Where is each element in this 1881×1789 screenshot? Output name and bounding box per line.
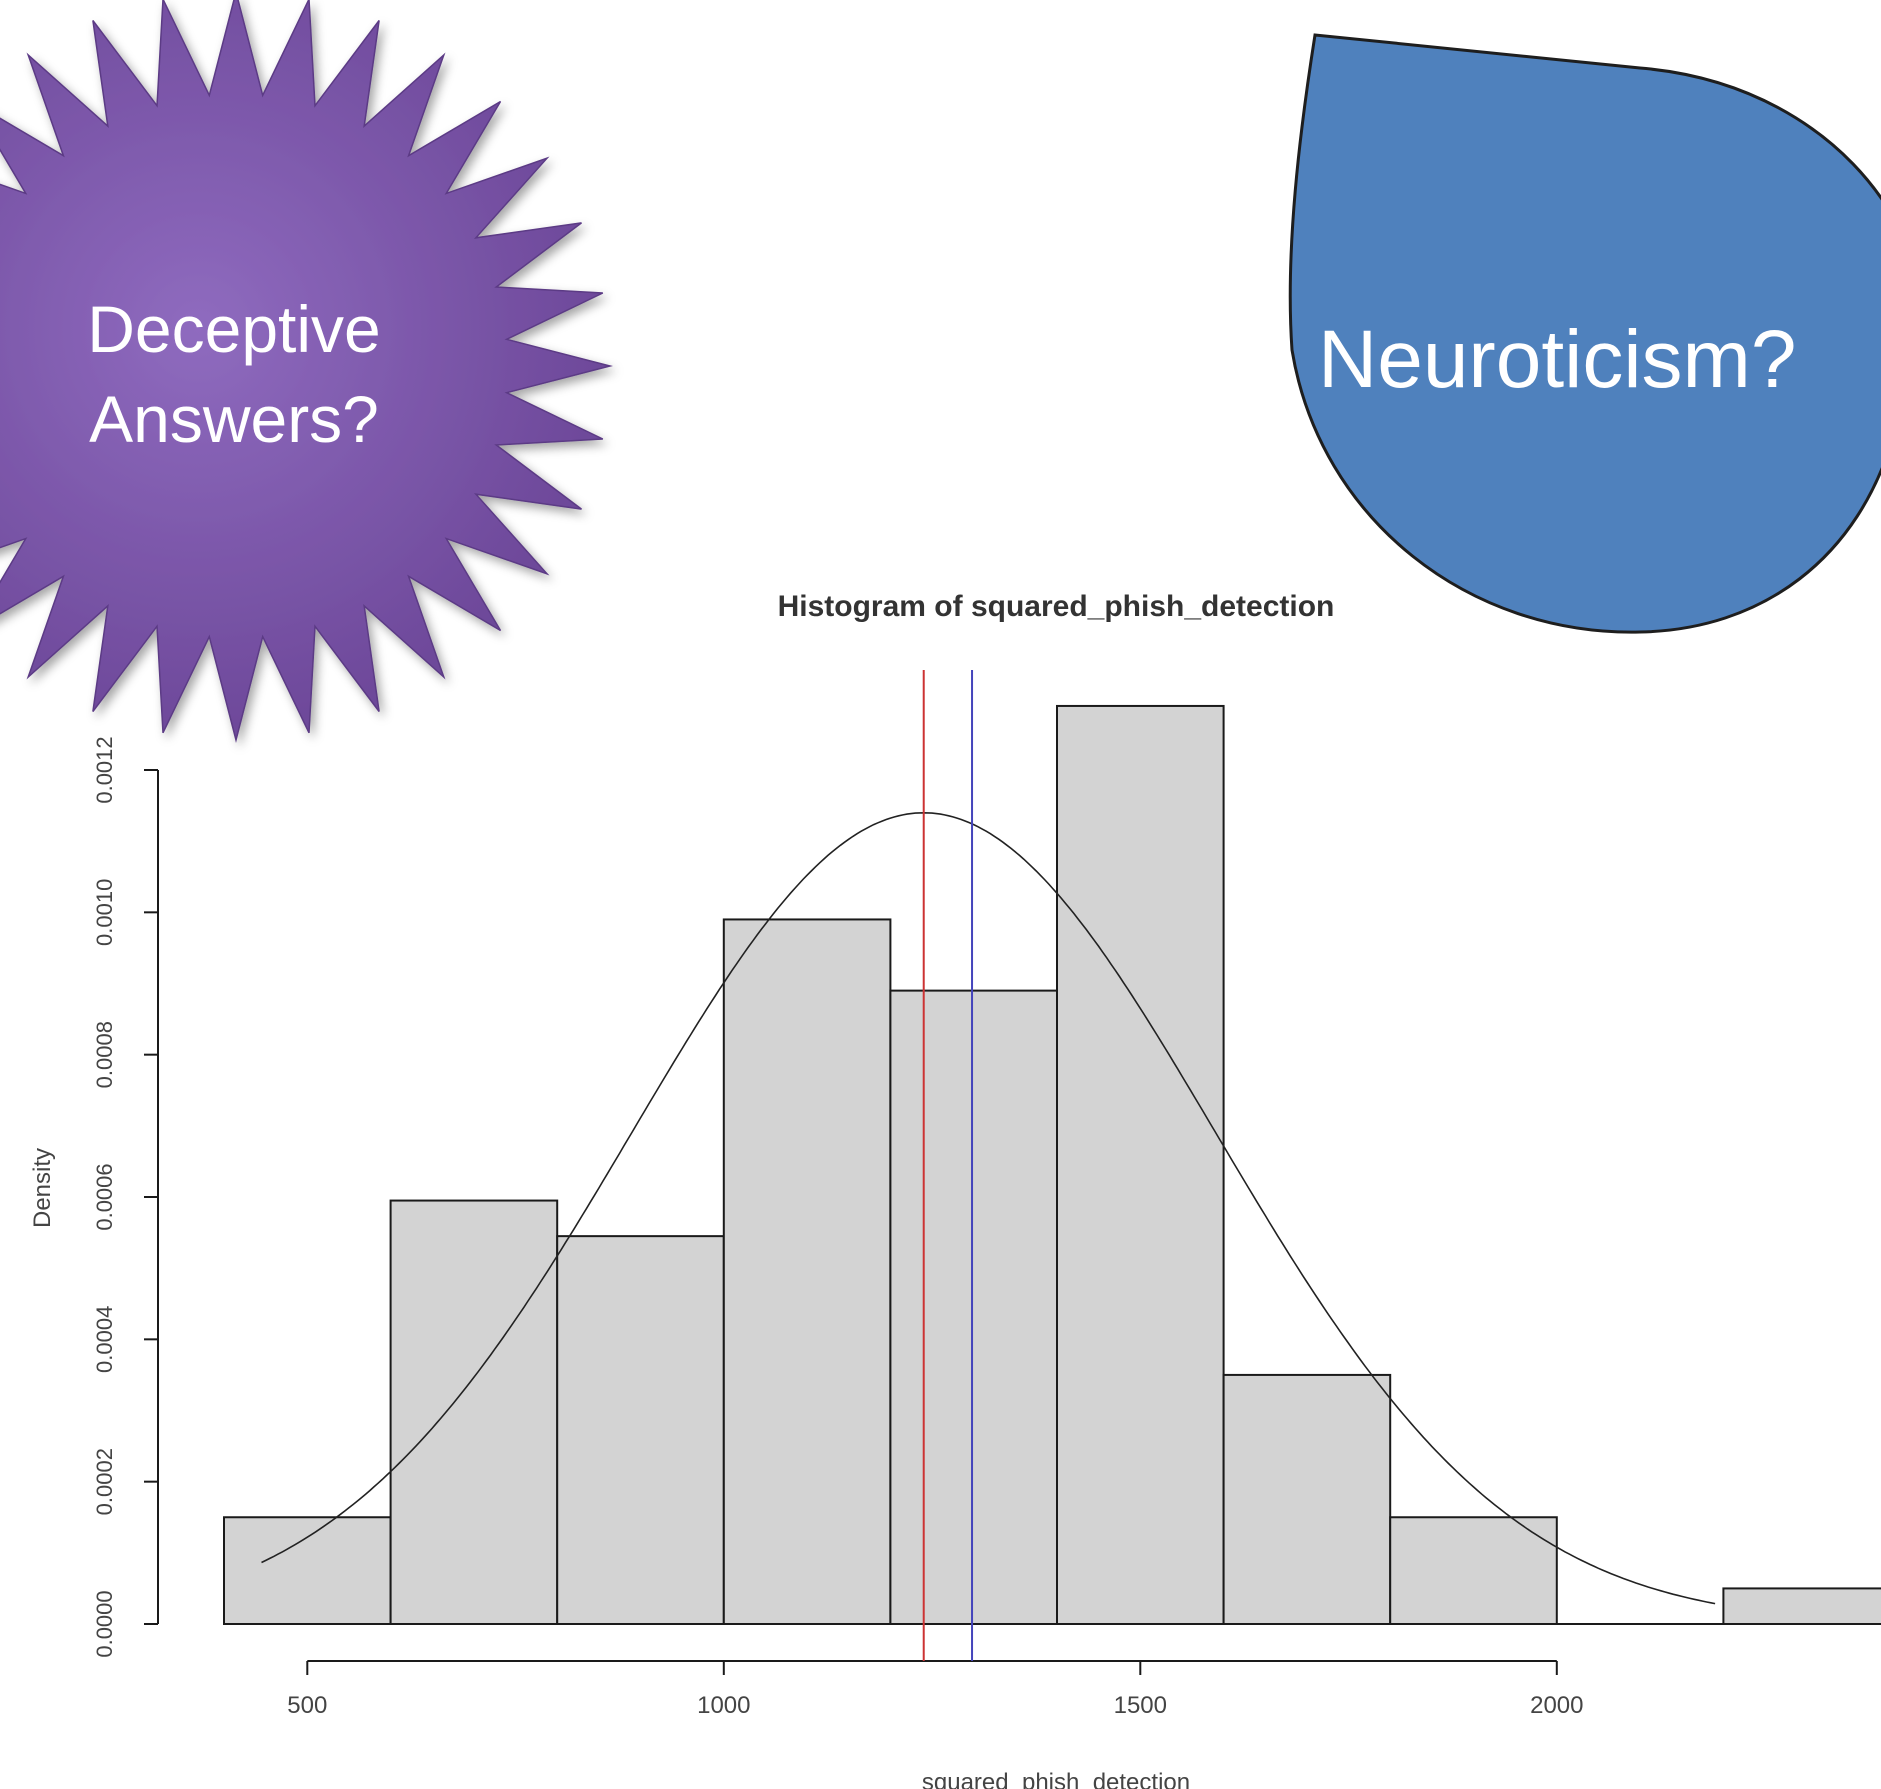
callout-neuroticism-text: Neuroticism? [1318,314,1796,405]
y-tick-label: 0.0008 [92,1021,117,1088]
histogram-bar [223,1516,392,1625]
histogram-bar [1722,1587,1881,1625]
bars-layer [223,704,1881,1626]
histogram-bar [389,1199,559,1626]
curve-layer [261,670,1716,1661]
y-tick-label: 0.0000 [92,1590,117,1657]
y-tick-label: 0.0002 [92,1448,117,1515]
y-tick-label: 0.0012 [92,736,117,803]
callout-deceptive-line1: Deceptive [87,292,381,366]
x-tick-label: 2000 [1530,1692,1583,1719]
y-axis-label: Density [29,1148,56,1228]
histogram-bar [722,918,892,1625]
histogram-bar [889,989,1059,1625]
starburst-shape [0,0,613,743]
x-tick-label: 1000 [697,1692,750,1719]
neuroticism-callout: Neuroticism? [1288,33,1881,634]
histogram-bar [1389,1516,1558,1625]
axes-layer: 500 1000 1500 2000 0.0000 0.0002 0.0004 0.0006 0… [92,736,1583,1719]
teardrop-shape [1288,33,1881,634]
normal-density-curve [261,811,1716,1605]
histogram-bar [1056,704,1225,1625]
histogram-bar [1222,1373,1392,1625]
x-axis-label: squared_phish_detection [922,1769,1190,1789]
histogram-chart: Histogram of squared_phish_detection squ… [29,590,1881,1789]
chart-title: Histogram of squared_phish_detection [778,590,1335,623]
histogram-bar [556,1235,725,1626]
callout-deceptive-line2: Answers? [89,382,379,456]
y-tick-label: 0.0010 [92,879,117,946]
y-tick-label: 0.0004 [92,1306,117,1373]
deceptive-answers-callout: Deceptive Answers? [0,0,613,743]
x-tick-label: 1500 [1114,1692,1167,1719]
y-tick-label: 0.0006 [92,1163,117,1230]
x-tick-label: 500 [287,1692,327,1719]
